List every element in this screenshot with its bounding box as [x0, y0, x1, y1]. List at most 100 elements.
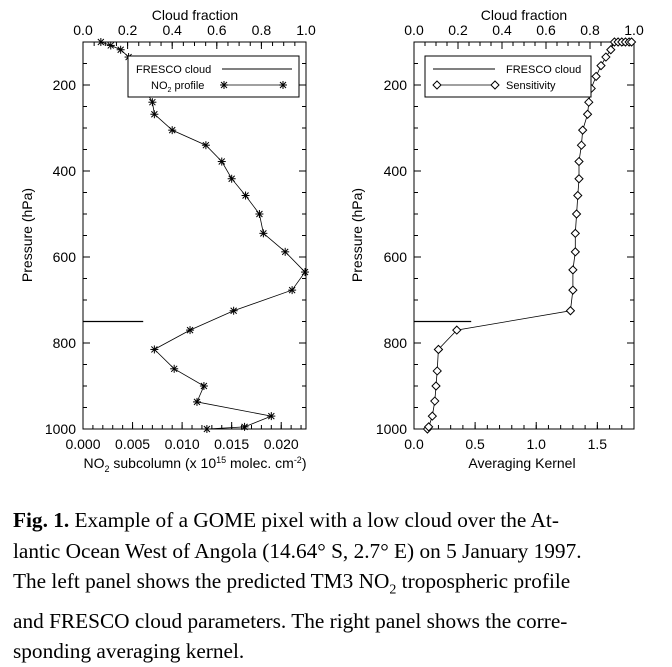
left-panel: Cloud fraction 0.0 0.2 0.4 0.6 0.8 1.0 0.000 0… [19, 7, 316, 474]
right-x-ticks: 0.0 0.5 1.0 1.5 [404, 422, 635, 452]
profile-marker [259, 229, 268, 238]
y-tick-label: 400 [53, 163, 77, 179]
sensitivity-marker [576, 140, 587, 150]
profile-marker [96, 38, 105, 46]
profile-marker [106, 41, 115, 50]
sensitivity-marker [433, 344, 444, 355]
profile-marker [201, 141, 210, 150]
x-tick-label: 0.5 [465, 436, 485, 452]
right-x-axis-label: Averaging Kernel [468, 455, 575, 471]
x-tick-label: 0.010 [165, 436, 200, 452]
top-tick-label: 0.6 [536, 22, 556, 38]
x-tick-label: 0.020 [264, 436, 299, 452]
sensitivity-marker [573, 190, 583, 201]
top-tick-label: 1.0 [296, 22, 316, 38]
left-legend-marker-a [220, 81, 228, 89]
top-tick-label: 0.0 [404, 22, 424, 38]
sensitivity-marker [570, 228, 581, 239]
top-tick-label: 0.8 [580, 22, 600, 38]
sensitivity-marker [452, 325, 462, 335]
right-legend-box [424, 55, 592, 98]
right-sensitivity-markers [422, 37, 637, 434]
x-tick-label: 0.015 [214, 436, 249, 452]
sensitivity-marker [574, 174, 584, 184]
caption-line-3-post: tropospheric profile [396, 569, 571, 593]
top-tick-label: 1.0 [624, 22, 644, 38]
left-legend: FRESCO cloud NO2 profile [127, 55, 300, 98]
sensitivity-marker [568, 285, 578, 295]
profile-marker [288, 286, 297, 295]
top-tick-label: 0.2 [118, 22, 138, 38]
profile-marker [301, 268, 310, 277]
profile-marker [241, 191, 250, 200]
caption-fig-label: Fig. 1. [13, 508, 70, 532]
caption-line-1-text: Example of a GOME pixel with a low cloud… [69, 508, 559, 532]
profile-marker [150, 110, 159, 119]
y-tick-label: 800 [53, 335, 77, 351]
sensitivity-marker [584, 97, 594, 107]
profile-marker [186, 326, 195, 335]
sensitivity-marker [577, 125, 588, 135]
left-plot-frame [82, 41, 307, 430]
caption-line-4: and FRESCO cloud parameters. The right p… [13, 608, 568, 633]
sensitivity-marker [423, 422, 434, 432]
left-x-axis-label: NO2 subcolumn (x 1015 molec. cm-2) [83, 455, 306, 474]
right-legend-kernel-label: Sensitivity [506, 80, 556, 92]
y-tick-label: 600 [53, 249, 77, 265]
right-legend-cloud-label: FRESCO cloud [506, 64, 581, 76]
profile-marker [199, 382, 208, 390]
right-sensitivity-line [427, 41, 632, 430]
profile-marker [168, 126, 177, 135]
profile-marker [229, 306, 238, 315]
top-tick-label: 0.4 [162, 22, 182, 38]
right-top-ticks: 0.0 0.2 0.4 0.6 0.8 1.0 [404, 22, 644, 49]
left-x-ticks: 0.000 0.005 0.010 0.015 0.020 [65, 422, 302, 452]
sensitivity-marker [431, 381, 441, 391]
left-legend-profile-label: NO2 profile [151, 80, 204, 94]
x-tick-label: 0.0 [404, 436, 424, 452]
sensitivity-marker [571, 209, 582, 219]
top-tick-label: 0.2 [448, 22, 468, 38]
left-y-ticks: 200 400 600 800 1000 [45, 41, 306, 437]
caption-line-3-sub: 2 [389, 582, 397, 598]
right-legend-marker-a [432, 80, 442, 90]
y-tick-label: 1000 [376, 421, 407, 437]
profile-marker [192, 397, 201, 406]
profile-marker [267, 412, 276, 421]
x-tick-label: 0.005 [115, 436, 150, 452]
profile-marker [150, 345, 159, 354]
sensitivity-marker [432, 366, 442, 376]
sensitivity-marker [582, 109, 593, 119]
right-legend: FRESCO cloud Sensitivity [424, 55, 592, 98]
sensitivity-marker [606, 45, 616, 55]
left-legend-cloud-label: FRESCO cloud [136, 64, 211, 76]
left-top-ticks: 0.0 0.2 0.4 0.6 0.8 1.0 [73, 22, 316, 49]
profile-marker [202, 425, 211, 433]
y-tick-label: 200 [384, 77, 408, 93]
caption-line-2: lantic Ocean West of Angola (14.64° S, 2… [13, 538, 582, 563]
profile-marker [217, 157, 226, 166]
caption-line-1: Fig. 1. Example of a GOME pixel with a l… [13, 505, 653, 536]
right-top-axis-label: Cloud fraction [481, 7, 567, 23]
sensitivity-marker [626, 37, 637, 47]
y-tick-label: 400 [384, 163, 408, 179]
left-no2-profile-line [100, 41, 306, 430]
right-legend-marker-b [490, 80, 500, 90]
top-tick-label: 0.8 [252, 22, 272, 38]
x-tick-label: 1.5 [588, 436, 608, 452]
right-plot-frame [413, 41, 635, 430]
y-tick-label: 1000 [45, 421, 76, 437]
sensitivity-marker [430, 396, 440, 406]
right-panel: Cloud fraction 0.0 0.2 0.4 0.6 0.8 1.0 0.0 0.5… [349, 7, 644, 471]
x-tick-label: 1.0 [526, 436, 546, 452]
caption-line-3-pre: The left panel shows the predicted TM3 N… [13, 569, 390, 593]
y-tick-label: 600 [384, 249, 408, 265]
sensitivity-marker [574, 156, 584, 167]
profile-marker [240, 422, 249, 431]
y-tick-label: 200 [53, 77, 77, 93]
x-tick-label: 0.000 [65, 436, 100, 452]
profile-marker [116, 45, 125, 54]
caption-line-3: The left panel shows the predicted TM3 N… [13, 566, 653, 606]
profile-marker [255, 210, 264, 218]
top-tick-label: 0.6 [207, 22, 227, 38]
